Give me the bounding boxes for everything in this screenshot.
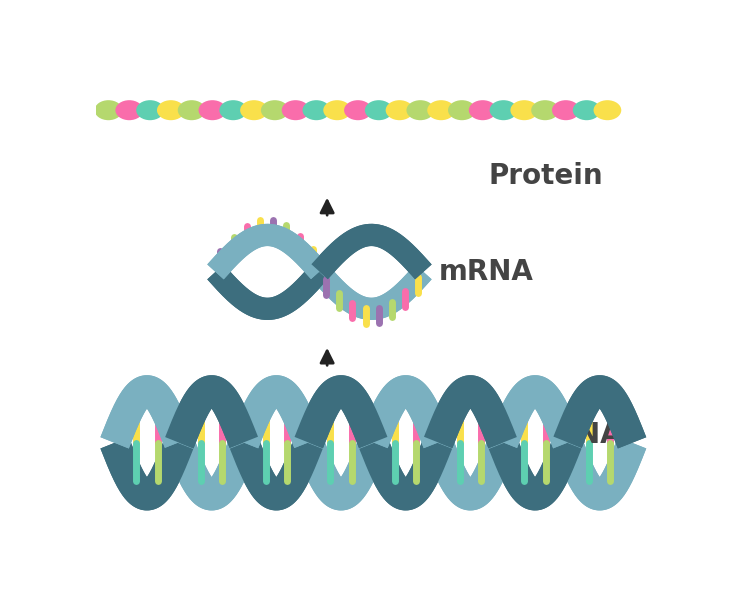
Ellipse shape (198, 100, 226, 120)
Ellipse shape (344, 100, 372, 120)
Ellipse shape (573, 100, 600, 120)
Ellipse shape (136, 100, 164, 120)
Ellipse shape (240, 100, 268, 120)
Ellipse shape (157, 100, 185, 120)
Ellipse shape (302, 100, 330, 120)
Ellipse shape (489, 100, 517, 120)
Ellipse shape (178, 100, 206, 120)
Text: Protein: Protein (489, 162, 603, 190)
Text: DNA: DNA (554, 421, 622, 449)
Ellipse shape (428, 100, 455, 120)
Ellipse shape (261, 100, 289, 120)
Ellipse shape (94, 100, 122, 120)
Ellipse shape (593, 100, 621, 120)
Ellipse shape (469, 100, 497, 120)
Ellipse shape (552, 100, 580, 120)
Ellipse shape (282, 100, 309, 120)
Ellipse shape (385, 100, 413, 120)
Ellipse shape (115, 100, 143, 120)
Ellipse shape (448, 100, 476, 120)
Ellipse shape (365, 100, 393, 120)
Ellipse shape (510, 100, 538, 120)
Ellipse shape (219, 100, 247, 120)
Ellipse shape (531, 100, 559, 120)
Ellipse shape (406, 100, 434, 120)
Text: mRNA: mRNA (439, 258, 534, 286)
Ellipse shape (323, 100, 351, 120)
